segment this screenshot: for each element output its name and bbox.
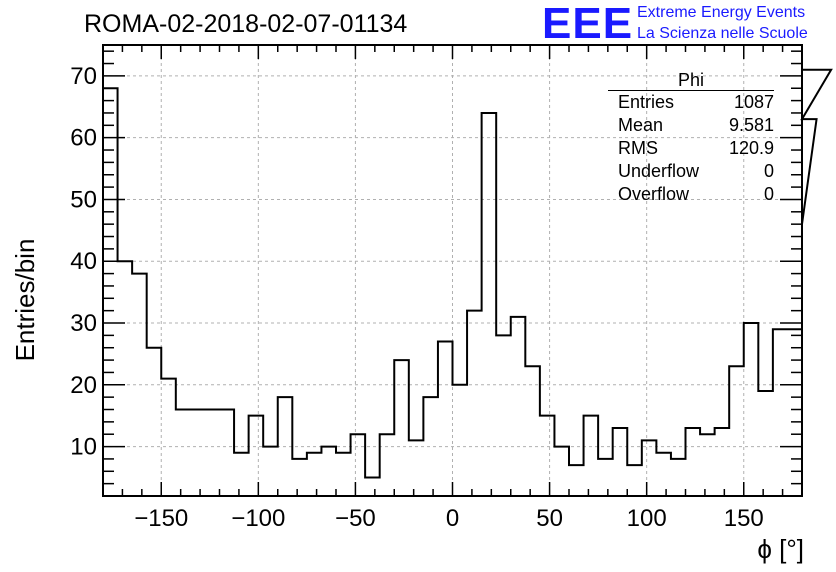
x-tick-label: −50 [335,505,376,532]
x-tick-label: 100 [627,505,667,532]
stats-value: 0 [763,161,774,181]
y-tick-label: 70 [70,63,97,90]
stats-row: Mean 9.581 [612,114,774,137]
chart-title: ROMA-02-2018-02-07-01134 [84,10,408,38]
y-tick-label: 50 [70,186,97,213]
stats-label: Underflow [618,161,700,181]
eee-logo: EEE [542,0,634,48]
x-axis-label: ϕ [°] [757,534,804,564]
y-tick-label: 10 [70,434,97,461]
stats-row: Entries 1087 [612,91,774,114]
y-axis-label-wrap: Entries/bin [10,180,40,362]
y-tick-label: 30 [70,310,97,337]
stats-row: Underflow 0 [612,160,774,183]
stats-value: 9.581 [728,115,774,135]
y-tick-label: 60 [70,125,97,152]
stats-row: Overflow 0 [612,183,774,206]
stats-value: 120.9 [728,138,774,158]
stats-row: RMS 120.9 [612,137,774,160]
y-axis-label: Entries/bin [10,238,40,362]
stats-label: Entries [618,92,675,112]
stats-label: RMS [618,138,658,158]
stats-box: Phi Entries 1087 Mean 9.581 RMS 120.9 Un… [608,70,774,206]
stats-label: Overflow [618,184,690,204]
logo-line-1: Extreme Energy Events [637,4,806,21]
x-tick-label: −100 [231,505,285,532]
y-tick-label: 20 [70,372,97,399]
grid-lines [103,45,802,496]
stats-label: Mean [618,115,664,135]
x-tick-label: −150 [134,505,188,532]
x-tick-label: 150 [724,505,764,532]
y-tick-label: 40 [70,248,97,275]
x-tick-label: 0 [446,505,459,532]
stats-value: 1087 [733,92,774,112]
x-tick-label: 50 [536,505,563,532]
stats-title: Phi [608,70,774,91]
logo-line-2: La Scienza nelle Scuole [637,25,808,42]
axis-ticks [102,45,803,497]
histogram-line [103,68,833,479]
axis-tick-labels: −150 −100 −50 0 50 100 150 10 20 30 40 50 60 70 [70,63,763,532]
stats-value: 0 [763,184,774,204]
